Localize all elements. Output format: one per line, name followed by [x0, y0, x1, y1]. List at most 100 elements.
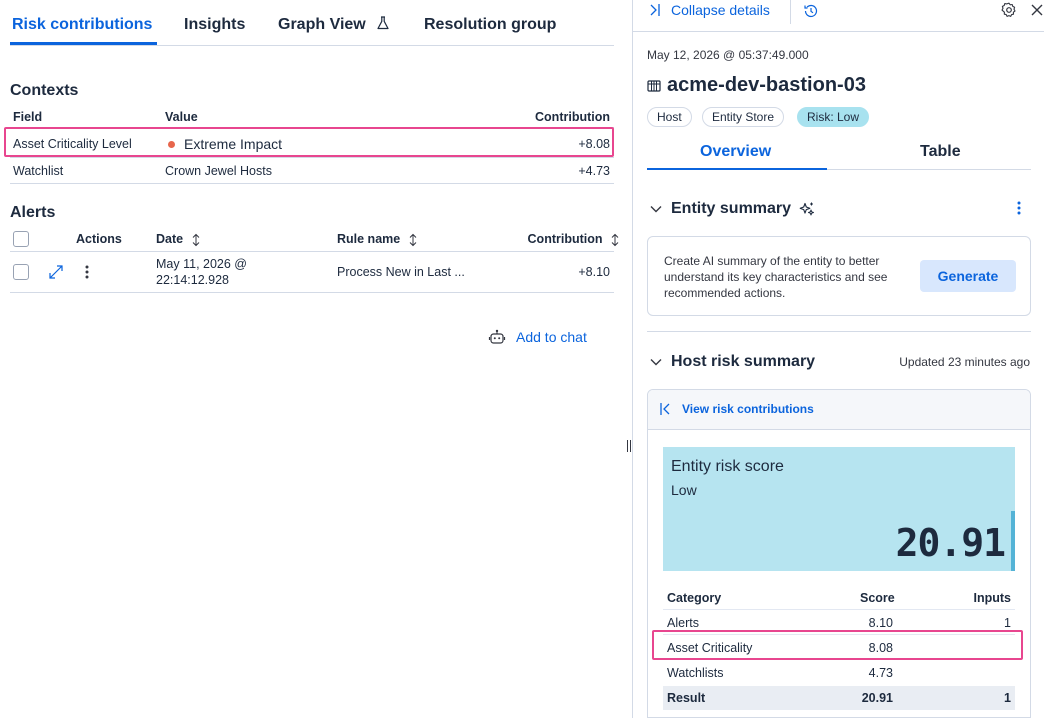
- collapse-details-button[interactable]: Collapse details: [647, 2, 770, 18]
- alerts-header-date[interactable]: Date: [156, 232, 201, 247]
- tab-graph-view-label: Graph View: [278, 16, 366, 33]
- alerts-header-actions: Actions: [76, 232, 122, 246]
- close-icon[interactable]: [1031, 4, 1043, 16]
- add-to-chat-button[interactable]: Add to chat: [488, 328, 587, 346]
- risk-score: 8.10: [868, 616, 893, 630]
- host-risk-panel: View risk contributions Entity risk scor…: [647, 389, 1031, 718]
- contexts-title: Contexts: [10, 82, 79, 99]
- tab-insights[interactable]: Insights: [184, 16, 246, 33]
- risk-table-header-inputs: Inputs: [973, 591, 1012, 605]
- select-all-checkbox[interactable]: [13, 231, 29, 247]
- entity-title: acme-dev-bastion-03: [647, 74, 866, 97]
- risk-score: 20.91: [861, 691, 893, 705]
- risk-contributions-panel: Risk contributions Insights Graph View R…: [4, 16, 620, 346]
- row-checkbox[interactable]: [13, 264, 29, 280]
- risk-panel-header: View risk contributions: [648, 390, 1030, 430]
- result-row: [663, 686, 1015, 710]
- risk-category: Alerts: [667, 616, 699, 630]
- divider: [10, 157, 614, 158]
- tab-table[interactable]: Table: [920, 143, 961, 160]
- sparkles-icon: [799, 202, 815, 216]
- contexts-header-field: Field: [13, 110, 43, 124]
- ai-summary-box: Create AI summary of the entity to bette…: [647, 236, 1031, 316]
- risk-score-title: Entity risk score: [671, 458, 784, 475]
- risk-score: 8.08: [868, 641, 893, 655]
- history-icon[interactable]: [803, 3, 819, 19]
- context-contribution: +4.73: [578, 164, 610, 178]
- risk-score-bar: [1011, 511, 1015, 571]
- sort-icon: [409, 233, 417, 246]
- generate-button[interactable]: Generate: [920, 260, 1016, 292]
- context-field: Watchlist: [13, 164, 64, 178]
- risk-category: Result: [667, 691, 706, 705]
- extreme-impact-dot-icon: [168, 141, 175, 148]
- alert-rule-name: Process New in Last ...: [337, 265, 465, 279]
- more-options-icon[interactable]: [1015, 200, 1023, 216]
- tab-resolution-group[interactable]: Resolution group: [424, 16, 557, 33]
- view-risk-contributions-label: View risk contributions: [682, 402, 814, 416]
- tab-overview[interactable]: Overview: [700, 143, 772, 160]
- alert-contribution: +8.10: [578, 265, 610, 279]
- badge-entity-store: Entity Store: [702, 107, 785, 127]
- divider: [663, 634, 1015, 635]
- risk-score-value: 20.91: [895, 521, 1006, 565]
- divider: [790, 0, 791, 24]
- panel-resize-handle[interactable]: [626, 440, 632, 454]
- entity-name: acme-dev-bastion-03: [667, 74, 866, 96]
- host-risk-summary-accordion[interactable]: Host risk summary: [649, 353, 815, 371]
- add-to-chat-label: Add to chat: [516, 329, 587, 345]
- sort-icon: [611, 233, 619, 246]
- alerts-header-rule-label: Rule name: [337, 232, 401, 246]
- entity-details-flyout: Collapse details May 12, 2026 @ 05:37:49…: [632, 0, 1044, 718]
- gear-icon[interactable]: [1001, 2, 1017, 18]
- flyout-header: Collapse details: [633, 0, 1044, 32]
- collapse-details-label: Collapse details: [671, 2, 770, 18]
- ai-summary-description: Create AI summary of the entity to bette…: [664, 254, 888, 300]
- sort-icon: [192, 233, 199, 246]
- alerts-title: Alerts: [10, 204, 56, 221]
- host-icon: [647, 79, 661, 92]
- context-value: Crown Jewel Hosts: [165, 164, 272, 178]
- alerts-header-contribution[interactable]: Contribution: [528, 232, 620, 247]
- more-actions-icon[interactable]: [83, 264, 91, 280]
- highlight-box: [652, 630, 1023, 660]
- contexts-header-contribution: Contribution: [535, 110, 610, 124]
- tab-graph-view[interactable]: Graph View: [278, 16, 390, 34]
- risk-updated-time: Updated 23 minutes ago: [899, 355, 1030, 369]
- contexts-header-value: Value: [165, 110, 198, 124]
- risk-category: Watchlists: [667, 666, 724, 680]
- entity-summary-accordion[interactable]: Entity summary: [649, 200, 815, 218]
- active-tab-indicator: [647, 168, 827, 170]
- divider: [663, 609, 1015, 610]
- divider: [10, 292, 614, 293]
- divider: [647, 331, 1031, 332]
- chevron-down-icon: [650, 359, 662, 366]
- alerts-header-date-label: Date: [156, 232, 184, 246]
- risk-score: 4.73: [868, 666, 893, 680]
- risk-table-header-score: Score: [860, 591, 895, 605]
- tab-risk-contributions[interactable]: Risk contributions: [12, 16, 153, 33]
- alerts-header-rule-name[interactable]: Rule name: [337, 232, 418, 247]
- view-risk-contributions-link[interactable]: View risk contributions: [660, 402, 814, 416]
- risk-inputs: 1: [1004, 691, 1011, 705]
- alerts-header-contribution-label: Contribution: [527, 232, 603, 246]
- risk-category: Asset Criticality: [667, 641, 753, 655]
- divider: [10, 183, 614, 184]
- collapse-right-icon: [650, 4, 660, 16]
- divider: [10, 251, 614, 252]
- context-value: Extreme Impact: [184, 136, 283, 152]
- active-tab-indicator: [10, 42, 157, 45]
- risk-inputs: 1: [1004, 616, 1011, 630]
- entity-risk-score-card: Entity risk score Low 20.91: [663, 447, 1015, 571]
- risk-table-header-category: Category: [667, 591, 722, 605]
- alert-date-line1: May 11, 2026 @: [156, 257, 247, 271]
- expand-left-icon: [660, 403, 670, 415]
- alert-date-line2: 22:14:12.928: [156, 273, 229, 287]
- badge-risk-level: Risk: Low: [797, 107, 870, 127]
- badge-host: Host: [647, 107, 692, 127]
- expand-icon[interactable]: [48, 264, 64, 280]
- risk-score-level: Low: [671, 482, 697, 498]
- context-field: Asset Criticality Level: [13, 137, 132, 151]
- beaker-icon: [377, 16, 389, 30]
- entity-timestamp: May 12, 2026 @ 05:37:49.000: [647, 48, 809, 62]
